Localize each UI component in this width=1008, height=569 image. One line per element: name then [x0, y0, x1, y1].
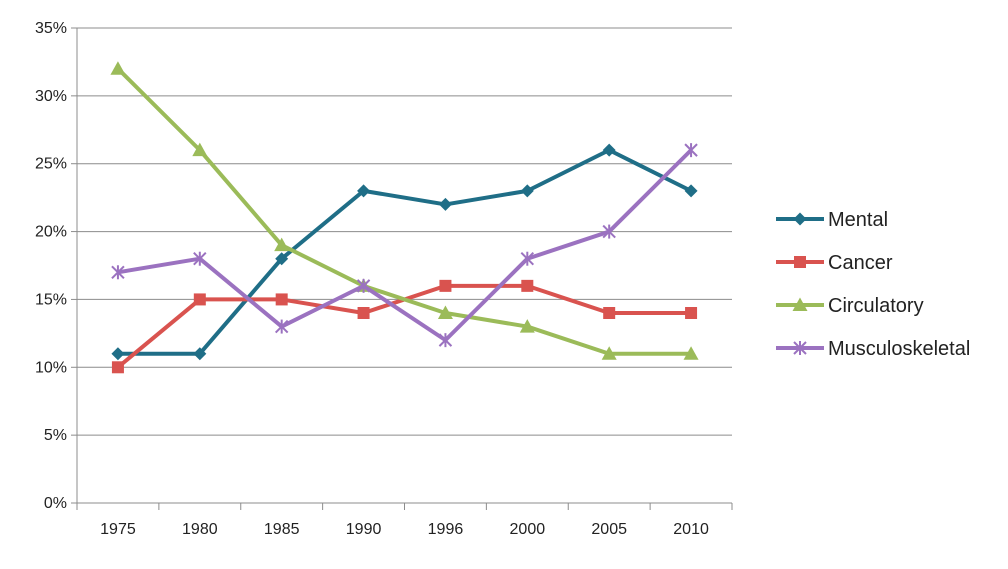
x-tick-label: 1975 [100, 521, 136, 538]
axes [76, 28, 732, 504]
data-point-mental-2005 [602, 143, 616, 157]
legend-marker-mental [793, 212, 807, 226]
data-point-cancer-1975 [111, 361, 124, 374]
legend-label-mental: Mental [828, 209, 888, 231]
data-point-circulatory-2010 [683, 346, 699, 360]
data-point-mental-2000 [520, 184, 534, 198]
legend-item-mental: Mental [776, 209, 888, 231]
y-tick-label: 30% [35, 88, 67, 105]
data-point-mental-1990 [357, 184, 371, 198]
data-point-cancer-1980 [193, 293, 206, 306]
series-line-circulatory [116, 67, 692, 356]
data-point-cancer-1996 [439, 279, 452, 292]
legend-label-circulatory: Circulatory [828, 295, 924, 317]
y-tick-label: 35% [35, 20, 67, 37]
y-tick-label: 15% [35, 291, 67, 308]
y-tick-label: 0% [44, 495, 67, 512]
data-point-cancer-1985 [275, 293, 288, 306]
legend-label-musculoskeletal: Musculoskeletal [828, 338, 970, 360]
data-point-circulatory-1985 [274, 237, 290, 252]
legend-item-circulatory: Circulatory [776, 295, 924, 317]
x-tick-label: 1996 [428, 521, 464, 538]
x-tick-label: 1985 [264, 521, 300, 538]
data-point-circulatory-1975 [110, 61, 126, 75]
data-point-cancer-2000 [521, 279, 534, 292]
legend-marker-musculoskeletal [793, 341, 807, 355]
data-point-musculoskeletal-2005 [602, 224, 616, 239]
legend-item-musculoskeletal: Musculoskeletal [776, 338, 970, 360]
x-tick-label: 1990 [346, 521, 382, 538]
data-point-circulatory-2000 [519, 319, 535, 333]
legend-marker-cancer [794, 256, 806, 268]
data-point-mental-1975 [111, 347, 125, 361]
y-axis-ticks: 0% 5% 10% 15% 20% 25% 30% 35% [35, 20, 77, 512]
data-point-mental-2010 [684, 184, 698, 198]
data-point-mental-1996 [438, 197, 452, 211]
series-group [110, 61, 699, 374]
legend-label-cancer: Cancer [828, 252, 893, 274]
x-tick-label: 2005 [591, 521, 627, 538]
series-line-musculoskeletal [117, 148, 693, 343]
data-point-cancer-1990 [357, 307, 370, 319]
legend-item-cancer: Cancer [776, 252, 893, 274]
gridlines [77, 27, 732, 436]
series-circulatory [110, 61, 699, 360]
data-point-cancer-2005 [603, 307, 616, 319]
data-point-cancer-2010 [685, 307, 698, 319]
x-tick-label: 1980 [182, 521, 218, 538]
series-musculoskeletal [111, 143, 698, 348]
y-tick-label: 25% [35, 156, 67, 173]
data-point-musculoskeletal-1985 [274, 319, 289, 334]
data-point-circulatory-1996 [437, 305, 453, 319]
data-point-mental-1980 [193, 347, 207, 361]
x-tick-label: 2000 [510, 521, 546, 538]
x-tick-label: 2010 [673, 521, 709, 538]
data-point-musculoskeletal-1990 [356, 278, 371, 293]
data-point-mental-1985 [275, 252, 289, 266]
y-tick-label: 10% [35, 359, 67, 376]
data-point-musculoskeletal-1975 [111, 265, 125, 280]
data-point-musculoskeletal-2010 [684, 143, 698, 158]
y-tick-label: 5% [44, 427, 67, 444]
y-tick-label: 20% [35, 224, 67, 241]
legend: Mental Cancer Circulatory Musculoskeletal [776, 209, 970, 360]
x-axis-ticks: 1975 1980 1985 1990 1996 2000 2005 2010 [76, 503, 733, 538]
data-point-circulatory-1980 [192, 142, 208, 157]
legend-marker-circulatory [792, 297, 808, 311]
data-point-circulatory-2005 [601, 346, 617, 360]
data-point-musculoskeletal-1980 [193, 251, 207, 266]
data-point-musculoskeletal-2000 [520, 251, 535, 266]
series-mental [111, 143, 698, 361]
data-point-musculoskeletal-1996 [438, 333, 453, 348]
series-line-mental [117, 148, 692, 356]
